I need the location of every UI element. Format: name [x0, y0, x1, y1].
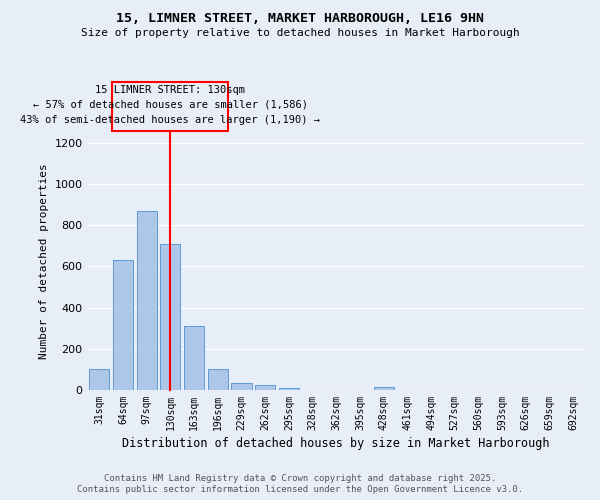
Text: 15, LIMNER STREET, MARKET HARBOROUGH, LE16 9HN: 15, LIMNER STREET, MARKET HARBOROUGH, LE… [116, 12, 484, 26]
Bar [160, 244, 181, 390]
Text: Contains HM Land Registry data © Crown copyright and database right 2025.
Contai: Contains HM Land Registry data © Crown c… [77, 474, 523, 494]
Bar [208, 370, 228, 390]
Y-axis label: Number of detached properties: Number of detached properties [39, 164, 49, 359]
Text: 43% of semi-detached houses are larger (1,190) →: 43% of semi-detached houses are larger (… [20, 114, 320, 124]
Text: ← 57% of detached houses are smaller (1,586): ← 57% of detached houses are smaller (1,… [33, 99, 308, 109]
Bar [113, 260, 133, 390]
Bar [89, 370, 109, 390]
Bar [279, 388, 299, 390]
Bar [137, 211, 157, 390]
Bar [184, 326, 204, 390]
Text: 15 LIMNER STREET: 130sqm: 15 LIMNER STREET: 130sqm [95, 85, 245, 95]
FancyBboxPatch shape [112, 82, 229, 132]
Bar [374, 387, 394, 390]
Bar [232, 382, 251, 390]
Text: Size of property relative to detached houses in Market Harborough: Size of property relative to detached ho… [80, 28, 520, 38]
X-axis label: Distribution of detached houses by size in Market Harborough: Distribution of detached houses by size … [122, 437, 550, 450]
Bar [255, 385, 275, 390]
